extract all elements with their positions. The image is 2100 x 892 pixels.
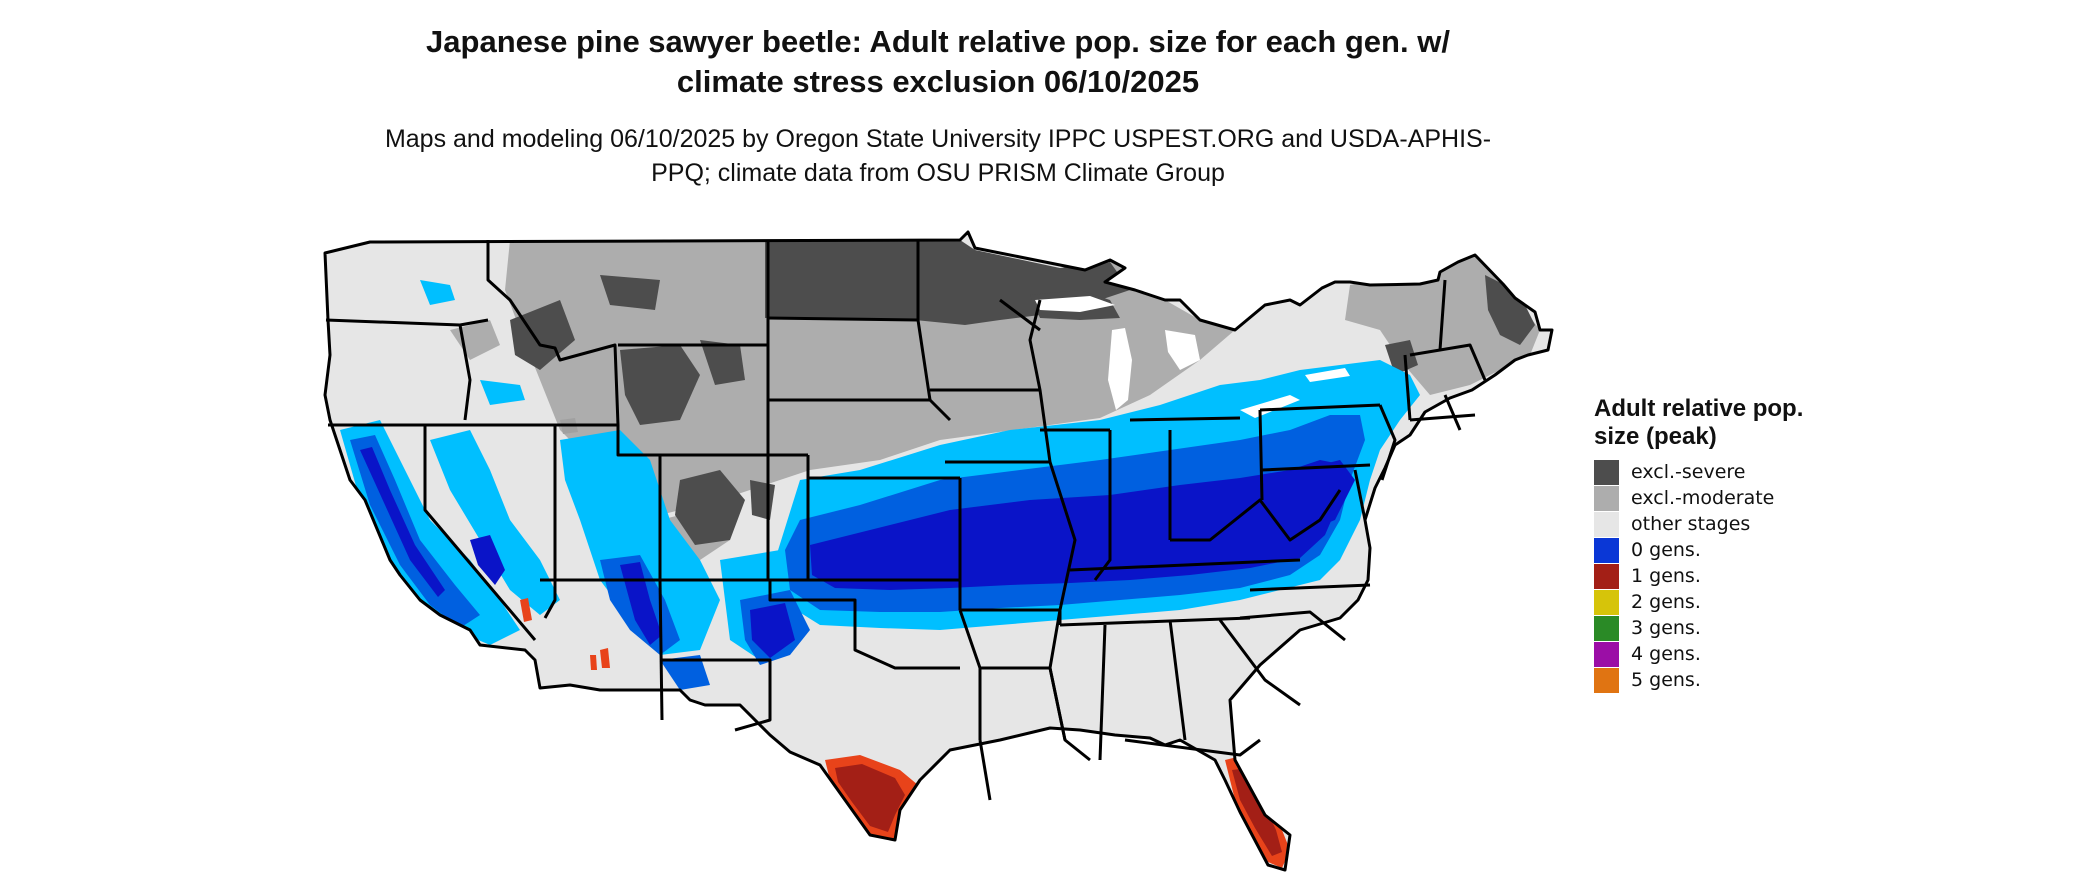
legend-swatch bbox=[1594, 511, 1619, 537]
legend-label: 0 gens. bbox=[1631, 539, 1701, 561]
legend-label: 4 gens. bbox=[1631, 643, 1701, 665]
legend-label: 5 gens. bbox=[1631, 669, 1701, 691]
legend-swatch bbox=[1594, 563, 1619, 589]
legend-item: excl.-moderate bbox=[1594, 485, 1844, 511]
legend-label: 3 gens. bbox=[1631, 617, 1701, 639]
legend-item: 3 gens. bbox=[1594, 615, 1844, 641]
state-borders bbox=[323, 230, 1554, 872]
legend-item: 0 gens. bbox=[1594, 537, 1844, 563]
legend-swatch bbox=[1594, 537, 1619, 563]
legend-label: 2 gens. bbox=[1631, 591, 1701, 613]
legend-item: 4 gens. bbox=[1594, 641, 1844, 667]
legend-items: excl.-severe excl.-moderate other stages 0 … bbox=[1594, 459, 1844, 693]
legend-label: other stages bbox=[1631, 513, 1751, 535]
legend-title: Adult relative pop. size (peak) bbox=[1594, 395, 1804, 450]
legend-swatch bbox=[1594, 485, 1619, 511]
legend-swatch bbox=[1594, 641, 1619, 667]
map-title: Japanese pine sawyer beetle: Adult relat… bbox=[426, 24, 1450, 99]
map-subtitle: Maps and modeling 06/10/2025 by Oregon S… bbox=[384, 125, 1492, 187]
legend-swatch bbox=[1594, 589, 1619, 615]
legend-swatch bbox=[1594, 615, 1619, 641]
legend-item: 5 gens. bbox=[1594, 667, 1844, 693]
legend-item: other stages bbox=[1594, 511, 1844, 537]
us-map bbox=[323, 230, 1554, 872]
legend-label: excl.-severe bbox=[1631, 461, 1746, 483]
legend-item: 2 gens. bbox=[1594, 589, 1844, 615]
map-legend: Adult relative pop. size (peak) excl.-se… bbox=[1594, 395, 1844, 693]
legend-swatch bbox=[1594, 459, 1619, 485]
legend-label: 1 gens. bbox=[1631, 565, 1701, 587]
legend-item: 1 gens. bbox=[1594, 563, 1844, 589]
legend-label: excl.-moderate bbox=[1631, 487, 1775, 509]
legend-item: excl.-severe bbox=[1594, 459, 1844, 485]
legend-swatch bbox=[1594, 667, 1619, 693]
